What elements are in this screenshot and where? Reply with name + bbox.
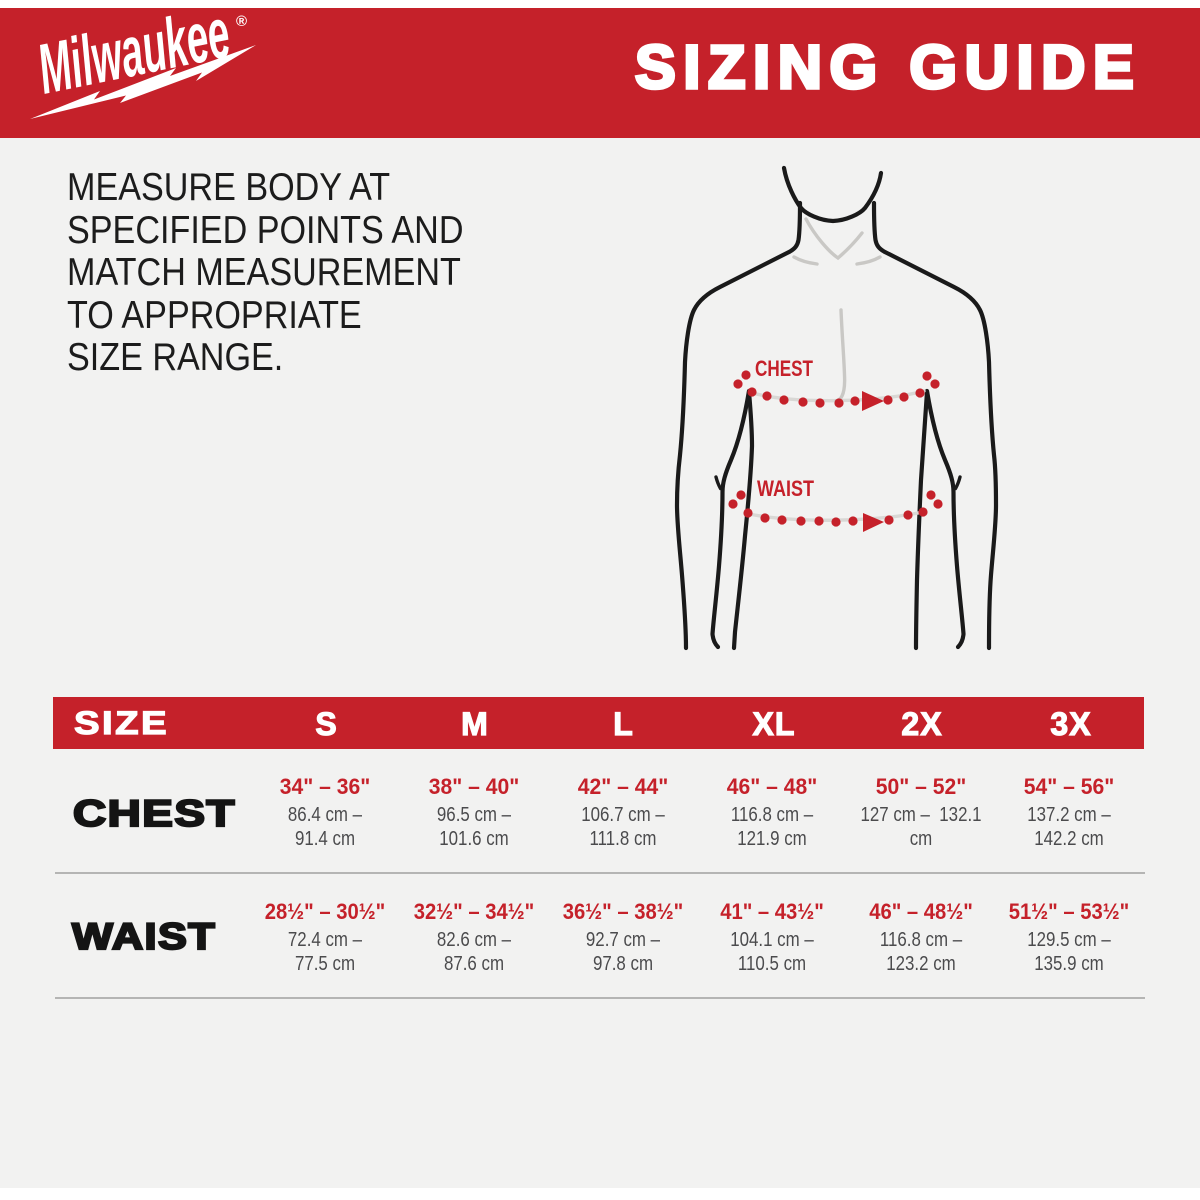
svg-text:®: ® [236,13,247,30]
svg-text:WAIST: WAIST [757,476,814,501]
svg-text:CHEST: CHEST [755,356,813,381]
